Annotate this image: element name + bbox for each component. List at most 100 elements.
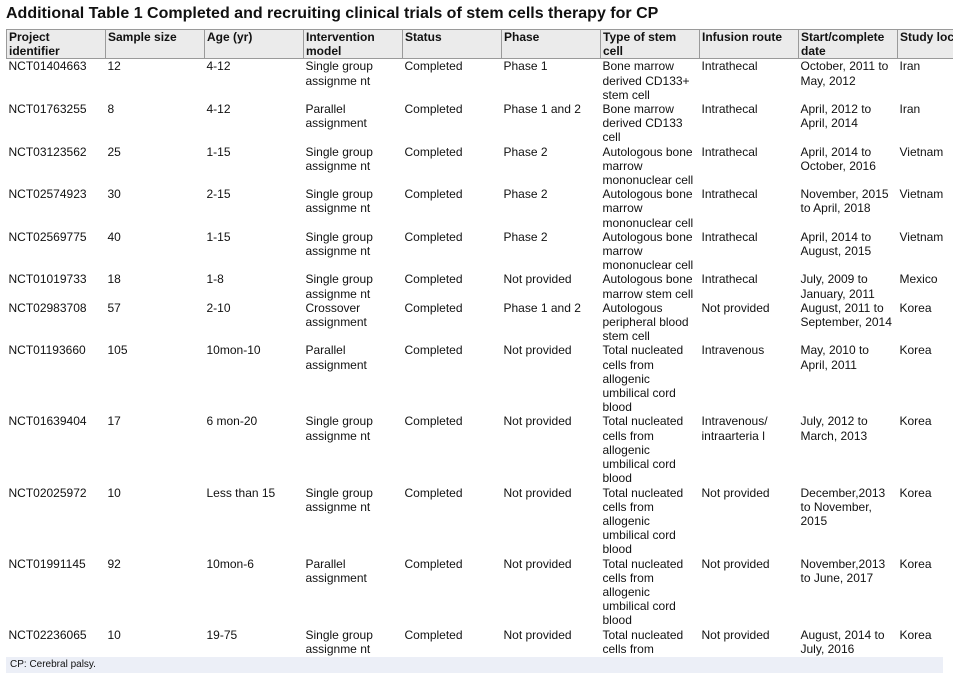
header-cell: Phase	[501, 28, 601, 60]
table-cell: Not provided	[701, 300, 770, 315]
table-row: NCT02574923 30 2-15 Single group assignme n…	[7, 187, 953, 230]
table-cell: Single group assignme nt	[305, 485, 373, 514]
table-cell: Not provided	[503, 272, 572, 287]
table-cell: Autologous peripheral blood stem cell	[602, 300, 689, 344]
table-cell: Completed	[404, 229, 463, 244]
table-cell: Single group assignme nt	[305, 229, 373, 259]
table-cell: Parallel assignment	[305, 102, 367, 131]
table-cell: 19-75	[206, 627, 238, 642]
header-row: Project identifier Sample size Age (yr) Int…	[6, 28, 953, 60]
table-cell: Completed	[404, 343, 463, 358]
table-cell: NCT01763255	[8, 102, 87, 117]
table-cell: 6 mon-20	[206, 414, 258, 429]
header-cell: Age (yr)	[204, 28, 304, 60]
table-row: NCT01991145 92 10mon-6 Parallel assignment C…	[7, 557, 953, 628]
table-cell: Total nucleated cells from allogenic umb…	[602, 485, 684, 557]
table-cell: NCT02574923	[8, 187, 87, 202]
table-cell: Phase 1 and 2	[503, 300, 581, 315]
table-cell: Iran	[899, 59, 921, 74]
table-cell: NCT02983708	[8, 300, 87, 315]
table-row: NCT02983708 57 2-10 Crossover assignment Com…	[7, 301, 953, 344]
table-cell: 1-15	[206, 144, 231, 159]
table-cell: Completed	[404, 59, 463, 74]
table-cell: 17	[107, 414, 121, 429]
table-cell: Autologous bone marrow mononuclear cell	[602, 187, 694, 230]
table-cell: April, 2014 to August, 2015	[800, 229, 872, 259]
header-cell: Sample size	[105, 28, 205, 60]
table-cell: 1-8	[206, 272, 224, 287]
table-cell: Iran	[899, 102, 921, 117]
table-cell: 1-15	[206, 229, 231, 244]
table-cell: October, 2011 to May, 2012	[800, 59, 889, 88]
table-cell: May, 2010 to April, 2011	[800, 343, 869, 372]
table-cell: Intrathecal	[701, 59, 758, 74]
table-row: NCT02569775 40 1-15 Single group assignme n…	[7, 230, 953, 273]
header-cell: Intervention model	[303, 28, 403, 60]
table-cell: Total nucleated cells from	[602, 627, 684, 656]
table-cell: Not provided	[503, 485, 572, 500]
table-cell: NCT01019733	[8, 272, 87, 287]
table-cell: Vietnam	[899, 187, 944, 202]
table-cell: Single group assignme nt	[305, 59, 373, 88]
table-cell: Not provided	[503, 627, 572, 642]
table-cell: Intravenous	[701, 343, 765, 358]
table-cell: NCT01639404	[8, 414, 87, 429]
table-cell: 8	[107, 102, 115, 117]
table-cell: November,2013 to June, 2017	[800, 556, 886, 585]
table-cell: Bone marrow derived CD133 cell	[602, 102, 683, 145]
table-cell: Single group assignme nt	[305, 414, 373, 443]
table-cell: Less than 15	[206, 485, 276, 500]
table-cell: Completed	[404, 627, 463, 642]
table-cell: Intrathecal	[701, 187, 758, 202]
table-cell: Completed	[404, 102, 463, 117]
table-cell: Single group assignme nt	[305, 627, 373, 656]
table-cell: Not provided	[701, 627, 770, 642]
table-cell: Bone marrow derived CD133+ stem cell	[602, 59, 690, 102]
table-cell: Completed	[404, 300, 463, 315]
header-cell: Status	[402, 28, 502, 60]
table-cell: April, 2014 to October, 2016	[800, 144, 876, 173]
table-cell: Korea	[899, 627, 932, 642]
table-cell: 40	[107, 229, 121, 244]
table-cell: Intrathecal	[701, 102, 758, 117]
table-row: NCT02025972 10 Less than 15 Single group as…	[7, 486, 953, 557]
trials-table: Project identifier Sample size Age (yr) Int…	[6, 28, 953, 656]
table-cell: NCT02236065	[8, 627, 87, 642]
table-cell: 10mon-6	[206, 556, 254, 571]
table-cell: Not provided	[503, 343, 572, 358]
table-cell: August, 2011 to September, 2014	[800, 300, 892, 330]
table-cell: Parallel assignment	[305, 556, 367, 585]
table-cell: Autologous bone marrow stem cell	[602, 272, 694, 301]
table-cell: Korea	[899, 343, 932, 358]
table-cell: 57	[107, 300, 121, 315]
header-cell: Infusion route	[699, 28, 799, 60]
table-cell: NCT01991145	[8, 556, 86, 571]
table-cell: Parallel assignment	[305, 343, 367, 372]
table-body: NCT01404663 12 4-12 Single group assignme n…	[7, 59, 953, 656]
table-cell: 4-12	[206, 102, 231, 117]
table-cell: Intrathecal	[701, 272, 758, 287]
table-cell: July, 2009 to January, 2011	[800, 272, 875, 301]
table-cell: December,2013 to November, 2015	[800, 485, 886, 528]
table-cell: Korea	[899, 485, 932, 500]
table-cell: Intrathecal	[701, 229, 758, 244]
table-cell: Autologous bone marrow mononuclear cell	[602, 229, 694, 273]
header-cell: Study location	[897, 28, 953, 60]
table-cell: November, 2015 to April, 2018	[800, 187, 889, 216]
table-cell: 12	[107, 59, 121, 74]
table-cell: Total nucleated cells from allogenic umb…	[602, 556, 684, 628]
table-cell: Total nucleated cells from allogenic umb…	[602, 343, 684, 415]
table-cell: Total nucleated cells from allogenic umb…	[602, 414, 684, 486]
table-cell: Single group assignme nt	[305, 272, 373, 301]
table-cell: NCT01193660	[8, 343, 86, 358]
table-cell: 10mon-10	[206, 343, 261, 358]
table-row: NCT01404663 12 4-12 Single group assignme n…	[7, 59, 953, 102]
table-row: NCT01763255 8 4-12 Parallel assignment Compl…	[7, 102, 953, 145]
table-row: NCT01019733 18 1-8 Single group assignme nt…	[7, 272, 953, 300]
table-cell: 10	[107, 485, 121, 500]
table-cell: NCT02025972	[8, 485, 87, 500]
table-cell: Crossover assignment	[305, 300, 367, 330]
table-cell: Completed	[404, 187, 463, 202]
table-cell: Vietnam	[899, 229, 944, 244]
